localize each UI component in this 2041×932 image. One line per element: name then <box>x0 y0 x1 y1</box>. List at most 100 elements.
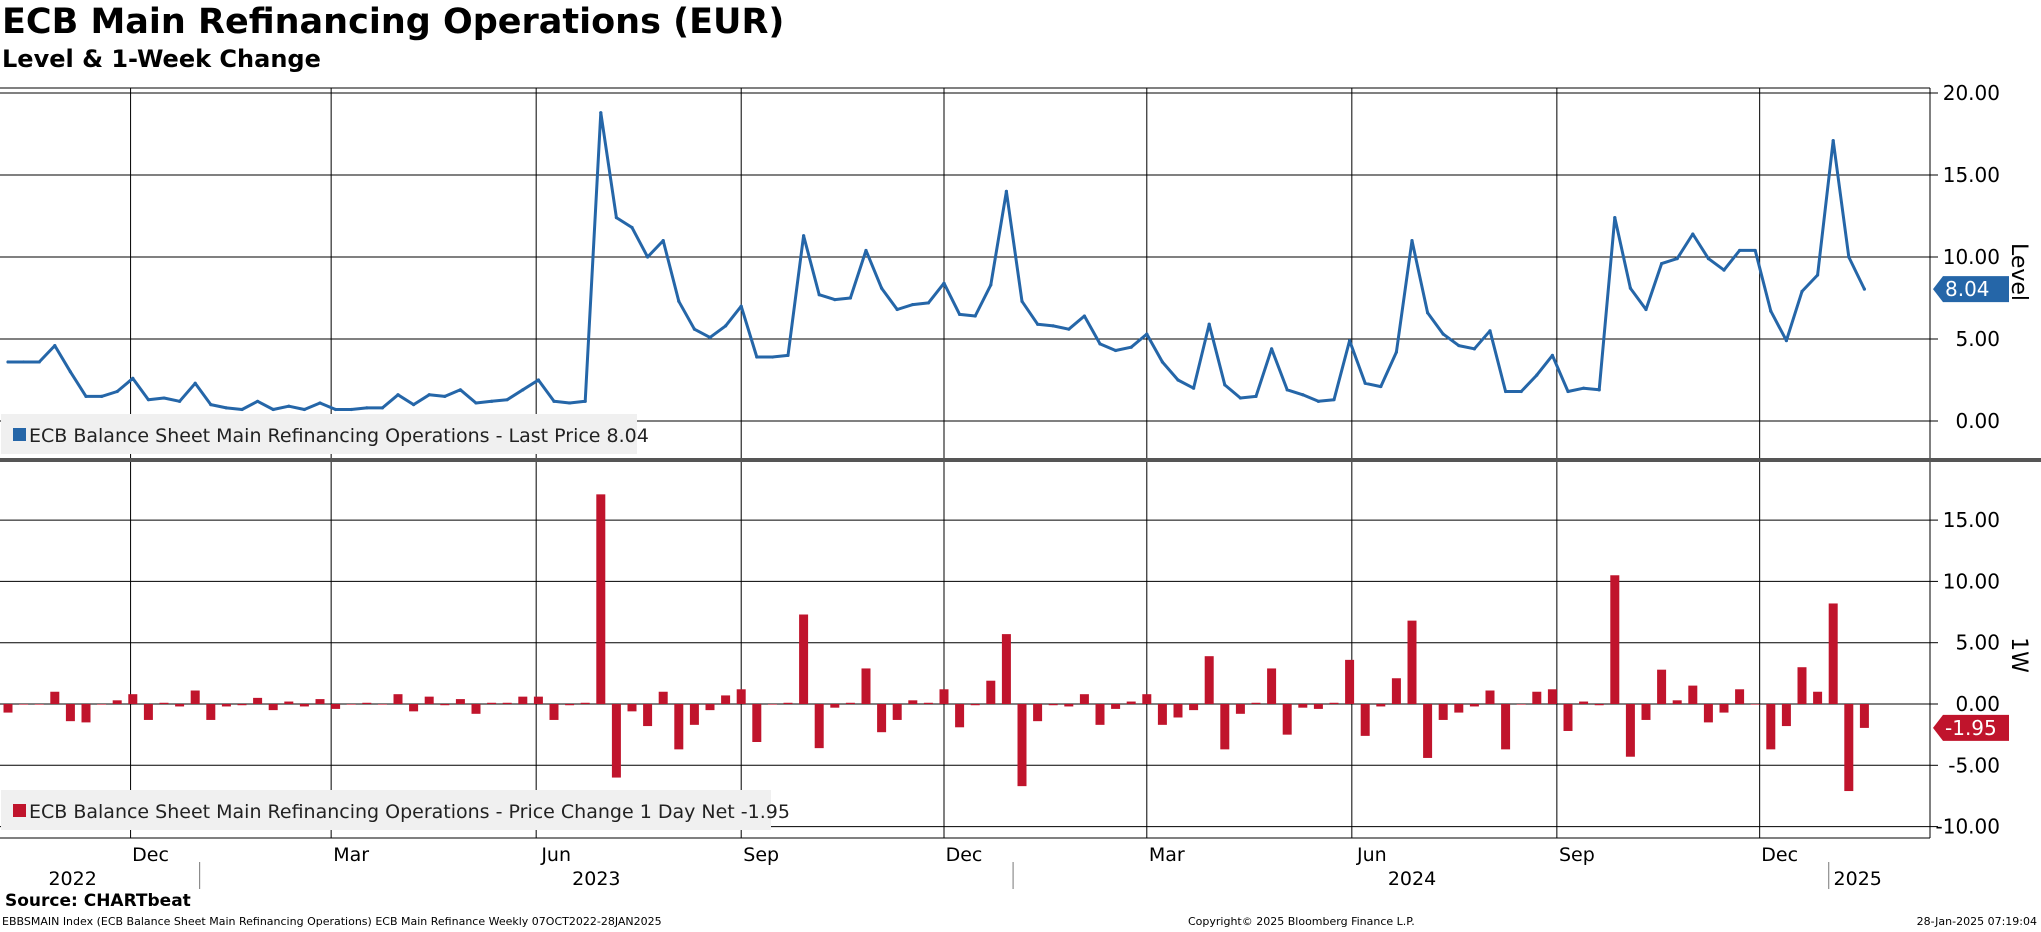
y-tick-label: -10.00 <box>1936 815 2000 839</box>
change-bar <box>1828 603 1838 704</box>
level-data-point <box>1363 381 1367 385</box>
change-bar <box>721 695 731 704</box>
level-data-point <box>864 248 868 253</box>
level-data-point <box>505 398 509 402</box>
level-data-point <box>1472 347 1476 351</box>
change-bar <box>705 704 715 711</box>
change-bar <box>299 704 309 707</box>
level-data-point <box>1285 388 1289 392</box>
level-data-point <box>1613 216 1617 220</box>
change-bar <box>1797 667 1807 704</box>
level-data-point <box>490 399 494 403</box>
level-data-point <box>287 404 291 408</box>
level-data-point <box>271 407 275 412</box>
level-data-point <box>1332 398 1336 402</box>
level-data-point <box>1628 286 1632 290</box>
change-bar <box>1579 701 1589 704</box>
legend-box <box>1 414 637 454</box>
change-bar <box>502 702 512 704</box>
level-data-point <box>646 255 650 259</box>
level-data-point <box>1800 289 1804 294</box>
change-bar <box>284 701 294 704</box>
change-bar <box>1781 704 1791 727</box>
change-bar <box>1001 634 1011 704</box>
change-bar <box>1157 704 1167 725</box>
change-bar <box>393 694 403 704</box>
y-tick-label: 5.00 <box>1955 631 2000 655</box>
change-bar <box>1454 704 1464 713</box>
level-data-point <box>692 327 697 331</box>
level-data-point <box>926 301 931 305</box>
level-data-point <box>209 403 213 407</box>
change-bar <box>455 699 465 704</box>
change-bar <box>1220 704 1230 750</box>
change-bar <box>1079 694 1089 704</box>
level-data-point <box>739 304 743 308</box>
level-data-point <box>1426 311 1430 315</box>
change-bar <box>268 704 278 711</box>
change-bar <box>1095 704 1105 725</box>
level-data-point <box>68 370 72 374</box>
x-tick-label-month: Mar <box>1149 844 1185 866</box>
level-data-point <box>349 407 353 412</box>
change-bar <box>128 694 138 704</box>
level-data-point <box>1223 383 1227 387</box>
level-data-point <box>6 360 10 364</box>
level-data-point <box>1301 393 1305 397</box>
level-data-point <box>380 406 384 410</box>
change-bar <box>1813 691 1823 704</box>
level-data-point <box>802 234 806 238</box>
footer-copyright: Copyright© 2025 Bloomberg Finance L.P. <box>1188 915 1415 928</box>
chart-title: ECB Main Refinancing Operations (EUR) <box>2 2 785 42</box>
change-bar <box>955 704 965 728</box>
level-data-point <box>256 399 260 403</box>
level-data-point <box>1504 389 1508 394</box>
change-bar <box>923 702 933 704</box>
level-data-point <box>1379 384 1383 389</box>
change-bar <box>1423 704 1433 758</box>
change-bar <box>861 668 871 704</box>
change-bar <box>533 696 543 704</box>
change-bar <box>799 614 809 704</box>
x-tick-label-year: 2024 <box>1388 868 1436 890</box>
change-bar <box>892 704 902 720</box>
legend-box <box>1 790 771 830</box>
level-data-point <box>1036 322 1040 326</box>
level-data-point <box>1098 342 1102 346</box>
y-tick-label: 5.00 <box>1955 327 2000 351</box>
y-tick-label: 20.00 <box>1943 81 2000 105</box>
level-data-point <box>1441 332 1445 336</box>
change-bar <box>611 704 621 778</box>
level-data-point <box>880 286 884 290</box>
change-bar <box>221 704 231 707</box>
level-data-point <box>1816 273 1820 277</box>
change-bar <box>97 704 107 705</box>
level-data-point <box>911 302 915 307</box>
level-data-point <box>1254 394 1258 398</box>
level-data-point <box>474 401 478 405</box>
change-bar <box>1485 690 1495 704</box>
level-data-point <box>100 394 104 398</box>
level-data-point <box>1348 339 1352 343</box>
change-bar <box>767 704 777 705</box>
level-data-point <box>708 335 712 339</box>
change-bar <box>1657 669 1667 704</box>
level-data-point <box>22 360 26 364</box>
change-bar <box>1469 704 1479 707</box>
level-data-point <box>552 399 556 403</box>
x-tick-label-month: Dec <box>1761 844 1798 866</box>
change-bar <box>1641 704 1651 720</box>
change-bar <box>658 691 668 704</box>
level-data-point <box>193 381 197 385</box>
level-data-point <box>1004 189 1009 193</box>
legend-swatch <box>13 804 26 817</box>
level-data-point <box>37 360 41 364</box>
level-data-point <box>958 312 962 316</box>
change-bar <box>1204 656 1214 704</box>
level-data-point <box>1535 373 1539 377</box>
change-bar <box>1610 575 1620 704</box>
axis-layer: Dec Mar Jun Sep Dec Mar Jun Sep Dec 2022 2023 2024 2… <box>48 81 2031 890</box>
level-data-point <box>1192 386 1196 390</box>
change-bar <box>845 702 855 704</box>
change-bar <box>1672 700 1682 704</box>
